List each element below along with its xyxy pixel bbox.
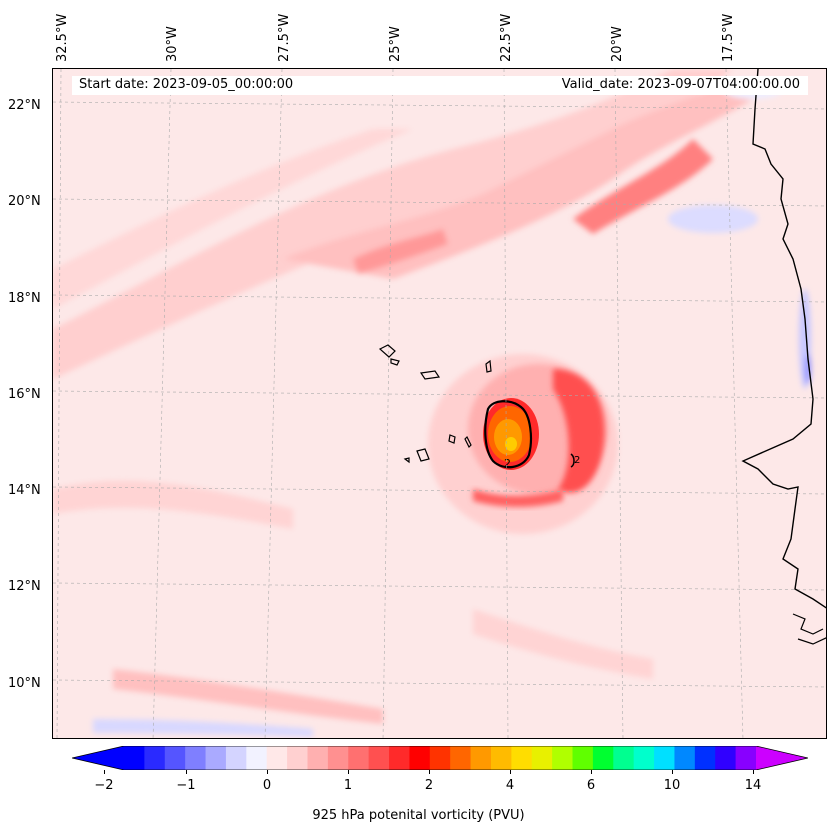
storm-core: 2 2 [428,354,618,534]
colorbar-segment [368,746,390,770]
colorbar-tick-label: 4 [505,778,515,793]
pv-field: 2 2 [53,69,826,738]
colorbar-tickmark [104,770,105,774]
colorbar-segment [225,746,247,770]
colorbar-segment [409,746,431,770]
colorbar-tickmark [753,770,754,774]
lon-label: 27.5°W [277,13,292,62]
colorbar-segment [633,746,655,770]
colorbar-segment [266,746,288,770]
lat-label: 20°N [8,194,41,209]
colorbar-tickmark [429,770,430,774]
lon-label: 25°W [388,26,403,62]
colorbar-tick-label: 6 [586,778,596,793]
colorbar-segment [531,746,553,770]
colorbar-extend-min [72,746,124,770]
map-panel: 2 2 [52,68,827,739]
colorbar-tickmark [510,770,511,774]
colorbar-extend-max [756,746,808,770]
lat-label: 14°N [8,483,41,498]
contour-label: 2 [504,457,511,470]
colorbar-segment [205,746,227,770]
colorbar-tick-label: 1 [343,778,353,793]
colorbar-tick-label: −1 [176,778,196,793]
contour-label: 2 [574,455,580,466]
pv-bands [53,69,811,737]
colorbar-segment [674,746,696,770]
lon-label: 30°W [165,26,180,62]
lat-label: 16°N [8,387,41,402]
colorbar-segment [124,746,145,770]
colorbar-segment [694,746,716,770]
islands [378,344,492,464]
lat-label: 10°N [8,676,41,691]
colorbar-segment [307,746,329,770]
colorbar-segment [144,746,166,770]
valid-date-label: Valid_date: 2023-09-07T04:00:00.00 [561,77,800,92]
colorbar-tickmark [186,770,187,774]
coastline-islets [792,613,826,645]
colorbar [72,746,808,770]
colorbar-segment [327,746,349,770]
colorbar-segment [246,746,268,770]
coastline [741,69,826,609]
colorbar-segment [429,746,451,770]
colorbar-tick-label: 14 [744,778,762,793]
colorbar-tick-label: 0 [262,778,272,793]
start-date-label: Start date: 2023-09-05_00:00:00 [79,77,294,92]
lon-label: 32.5°W [55,13,70,62]
colorbar-segment [164,746,186,770]
colorbar-tickmark [591,770,592,774]
colorbar-tickmark [267,770,268,774]
colorbar-segment [715,746,737,770]
grid-lines [53,69,826,738]
colorbar-segment [185,746,207,770]
colorbar-tick-label: 10 [663,778,681,793]
colorbar-segment [613,746,635,770]
colorbar-segment [389,746,410,770]
colorbar-segment [348,746,370,770]
colorbar-segment [552,746,574,770]
colorbar-tickmark [348,770,349,774]
colorbar-tick-label: 2 [424,778,434,793]
colorbar-segment [572,746,594,770]
colorbar-segment [735,746,757,770]
colorbar-segment [654,746,675,770]
colorbar-segment [592,746,614,770]
colorbar-segment [450,746,472,770]
colorbar-tick-label: −2 [94,778,114,793]
lon-label: 17.5°W [721,13,736,62]
lat-label: 22°N [8,98,41,113]
lat-label: 18°N [8,291,41,306]
colorbar-segment [287,746,308,770]
colorbar-segment [511,746,533,770]
colorbar-tickmark [672,770,673,774]
lon-label: 22.5°W [499,13,514,62]
info-banner: Start date: 2023-09-05_00:00:00 Valid_da… [72,76,808,95]
colorbar-segment [470,746,492,770]
colorbar-segment [490,746,512,770]
lat-label: 12°N [8,579,41,594]
lon-label: 20°W [610,26,625,62]
colorbar-label: 925 hPa potenital vorticity (PVU) [312,808,525,823]
